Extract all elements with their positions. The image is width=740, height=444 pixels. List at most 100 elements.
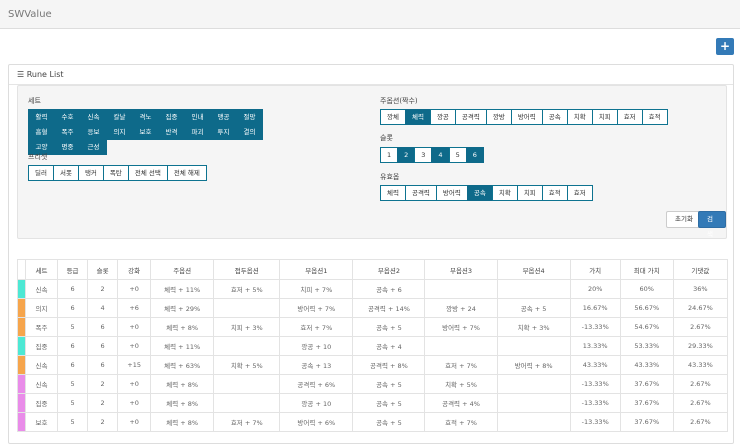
main-toggle[interactable]: 깡공 (429, 109, 456, 125)
table-cell (213, 298, 281, 318)
table-row[interactable]: 신속 6 6 +15 체력 + 63% 치확 + 5% 공속 + 13 공격력 + 8% 효저 … (17, 355, 729, 375)
search-button[interactable]: 검색 (698, 211, 726, 238)
set-button[interactable]: 근성 (80, 139, 107, 155)
table-cell: 공격력 + 6% (279, 374, 354, 394)
table-cell (213, 393, 281, 413)
valid-toggle[interactable]: 공속 (466, 185, 493, 201)
main-toggle[interactable]: 공격력 (454, 109, 487, 125)
table-cell: 체력 + 8% (150, 317, 215, 337)
table-row[interactable]: 신속 5 2 +0 체력 + 8% 공격력 + 6% 공속 + 5 치확 + 5% -13.33… (17, 374, 729, 394)
table-cell: 치피 + 3% (213, 317, 281, 337)
main-toggle[interactable]: 체력 (404, 109, 431, 125)
main-toggle[interactable]: 공속 (541, 109, 568, 125)
set-button[interactable]: 파괴 (184, 124, 211, 140)
slot-toggle[interactable]: 6 (465, 147, 484, 163)
table-row[interactable]: 신속 6 2 +0 체력 + 11% 효저 + 5% 치피 + 7% 공속 + 6 20% 60%… (17, 279, 729, 299)
valid-toggle[interactable]: 공격력 (404, 185, 437, 201)
valid-toggle[interactable]: 치확 (491, 185, 518, 201)
preset-button[interactable]: 탱커 (77, 165, 104, 181)
set-color-strip (17, 279, 26, 299)
main-toggle[interactable]: 치확 (566, 109, 593, 125)
main-toggle[interactable]: 효저 (616, 109, 643, 125)
table-row[interactable]: 집중 5 2 +0 체력 + 8% 깡공 + 10 공속 + 5 공격력 + 4% -13.33… (17, 393, 729, 413)
table-cell: 6 (87, 317, 119, 337)
main-toggle[interactable]: 효적 (641, 109, 668, 125)
slot-toggle[interactable]: 4 (431, 147, 450, 163)
table-cell: +0 (117, 279, 152, 299)
table-row[interactable]: 의지 6 4 +6 체력 + 29% 방어력 + 7% 공격력 + 14% 깡방 + 24 공속… (17, 298, 729, 318)
table-row[interactable]: 집중 6 6 +0 체력 + 11% 깡공 + 10 공속 + 4 13.33% 53.33% 2… (17, 336, 729, 356)
set-button[interactable]: 활력 (28, 109, 55, 125)
valid-toggle[interactable]: 체력 (380, 185, 406, 201)
table-cell (424, 279, 498, 299)
table-cell: 치확 + 5% (213, 355, 281, 375)
preset-button[interactable]: 딜러 (28, 165, 54, 181)
set-color-strip (17, 393, 26, 413)
table-cell: 6 (57, 298, 89, 318)
slot-toggle[interactable]: 3 (414, 147, 433, 163)
set-button[interactable]: 흡혈 (28, 124, 55, 140)
set-button[interactable]: 응보 (80, 124, 107, 140)
set-button[interactable]: 결의 (236, 124, 263, 140)
set-button[interactable]: 명중 (54, 139, 81, 155)
set-button[interactable]: 투지 (210, 124, 237, 140)
rune-list-panel: ☰ Rune List 세트 활력 수호 신속 칼날 격노 집중 인내 맹공 절망 흡혈 폭주 응보 의… (8, 64, 734, 444)
add-button[interactable]: + (716, 38, 734, 55)
reset-button[interactable]: 초기화 (666, 211, 702, 228)
set-button[interactable]: 신속 (80, 109, 107, 125)
table-cell: 공속 + 5 (352, 412, 426, 432)
table-row[interactable]: 보호 5 2 +0 체력 + 8% 효저 + 7% 방어력 + 6% 공속 + 5 효적 + 7… (17, 412, 729, 432)
preset-button[interactable]: 전체 해제 (166, 165, 207, 181)
table-cell: 5 (57, 393, 89, 413)
column-header: 부옵션1 (279, 259, 354, 280)
set-button[interactable]: 맹공 (210, 109, 237, 125)
main-toggle[interactable]: 깡방 (485, 109, 512, 125)
valid-toggle[interactable]: 효저 (566, 185, 593, 201)
valid-toggle[interactable]: 치피 (516, 185, 543, 201)
set-color-strip (17, 317, 26, 337)
panel-title: Rune List (26, 70, 64, 79)
table-cell (424, 336, 498, 356)
table-cell (213, 336, 281, 356)
table-cell: 2.67% (672, 317, 729, 337)
set-button[interactable]: 수호 (54, 109, 81, 125)
set-button[interactable]: 절망 (236, 109, 263, 125)
main-toggle[interactable]: 치피 (591, 109, 618, 125)
table-cell: 5 (57, 412, 89, 432)
preset-button[interactable]: 전체 선택 (127, 165, 168, 181)
preset-label: 프리셋 (28, 153, 48, 161)
table-cell: -13.33% (569, 317, 621, 337)
table-cell: 깡공 + 10 (279, 336, 354, 356)
table-cell: 37.67% (619, 412, 674, 432)
slot-toggle[interactable]: 1 (380, 147, 399, 163)
preset-group: 딜러 서폿 탱커 폭탄 전체 선택 전체 해제 (28, 165, 207, 181)
table-cell: +0 (117, 317, 152, 337)
main-toggle[interactable]: 방어력 (510, 109, 543, 125)
valid-toggle[interactable]: 효적 (541, 185, 568, 201)
slot-toggle[interactable]: 5 (448, 147, 467, 163)
valid-toggle[interactable]: 방어력 (435, 185, 468, 201)
set-button[interactable]: 보호 (132, 124, 159, 140)
preset-button[interactable]: 서폿 (52, 165, 79, 181)
table-cell: 36% (672, 279, 729, 299)
table-cell: +6 (117, 298, 152, 318)
column-header: 부옵션4 (496, 259, 571, 280)
slot-toggle[interactable]: 2 (397, 147, 416, 163)
color-header (17, 259, 26, 280)
set-button[interactable]: 반격 (158, 124, 185, 140)
table-cell: 6 (57, 355, 89, 375)
table-cell: 2 (87, 374, 119, 394)
main-option-group: 깡체 체력 깡공 공격력 깡방 방어력 공속 치확 치피 효저 효적 (380, 109, 668, 125)
set-button[interactable]: 칼날 (106, 109, 133, 125)
table-cell: 효저 + 7% (424, 355, 498, 375)
table-cell: +0 (117, 336, 152, 356)
set-button[interactable]: 의지 (106, 124, 133, 140)
set-button[interactable]: 집중 (158, 109, 185, 125)
preset-button[interactable]: 폭탄 (102, 165, 129, 181)
table-row[interactable]: 폭주 5 6 +0 체력 + 8% 치피 + 3% 효저 + 7% 공속 + 5 방어력 + 7… (17, 317, 729, 337)
table-cell (496, 412, 571, 432)
set-button[interactable]: 폭주 (54, 124, 81, 140)
main-toggle[interactable]: 깡체 (380, 109, 406, 125)
set-button[interactable]: 인내 (184, 109, 211, 125)
set-button[interactable]: 격노 (132, 109, 159, 125)
